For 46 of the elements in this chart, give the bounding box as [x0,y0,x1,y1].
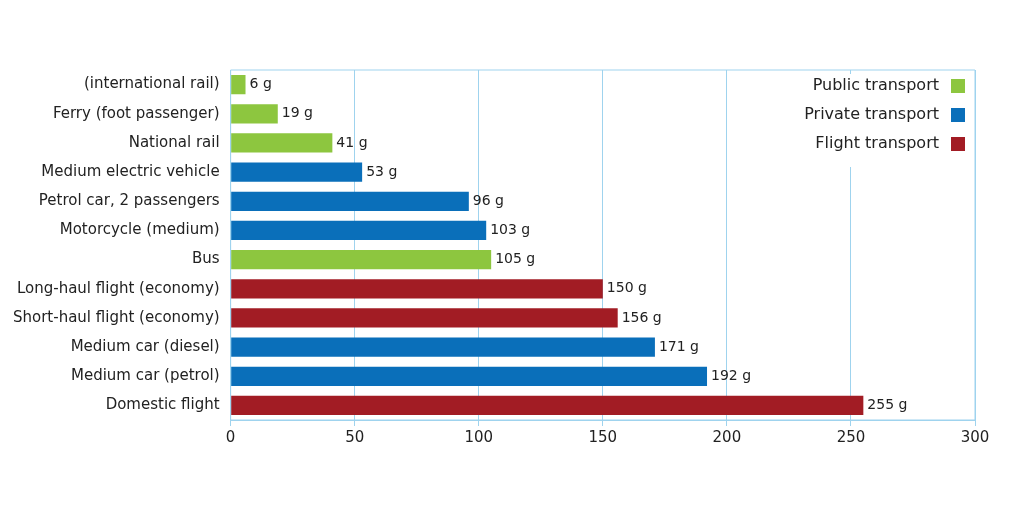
x-tick-label: 50 [345,427,365,446]
y-tick-label: Motorcycle (medium) [59,220,220,239]
y-tick-label: Ferry (foot passenger) [52,103,220,122]
y-tick-label: Medium car (diesel) [70,336,220,355]
x-tick-label: 300 [960,427,990,446]
y-tick-label: Petrol car, 2 passengers [38,191,220,210]
y-tick-label: Medium electric vehicle [41,161,220,180]
data-label: 171 g [658,337,699,354]
legend-label: Public transport [812,75,939,95]
bar [231,279,603,299]
bar [231,220,487,241]
bar [231,308,618,328]
data-label: 150 g [606,279,647,296]
y-tick-label: (international rail) [83,74,220,93]
data-label: 105 g [495,250,536,267]
y-tick-label: Medium car (petrol) [70,366,220,385]
y-tick-label: National rail [128,132,220,151]
bar [231,133,333,153]
data-label: 53 g [366,162,398,179]
x-tick-label: 200 [712,427,742,446]
data-label: 19 g [281,104,313,121]
bar [231,366,708,386]
x-tick-label: 0 [225,427,236,446]
y-tick-label: Long-haul flight (economy) [16,278,220,297]
data-label: 255 g [867,396,908,413]
y-tick-label: Bus [192,249,220,268]
bar [231,249,492,270]
data-label: 192 g [711,366,752,383]
bar [231,191,469,211]
x-tick-label: 100 [464,427,494,446]
data-label: 6 g [249,75,272,92]
legend-label: Flight transport [815,133,939,153]
bar [231,337,655,357]
bar [231,74,246,95]
bar [231,104,278,124]
y-tick-label: Short-haul flight (economy) [12,307,220,326]
data-label: 96 g [472,191,504,208]
bar [231,395,864,416]
x-tick-label: 250 [836,427,866,446]
data-label: 103 g [490,221,531,238]
y-tick-label: Domestic flight [105,395,220,414]
bar [231,162,363,182]
data-label: 156 g [621,308,662,325]
data-label: 41 g [336,133,368,150]
x-tick-label: 150 [588,427,618,446]
legend-label: Private transport [804,104,939,124]
